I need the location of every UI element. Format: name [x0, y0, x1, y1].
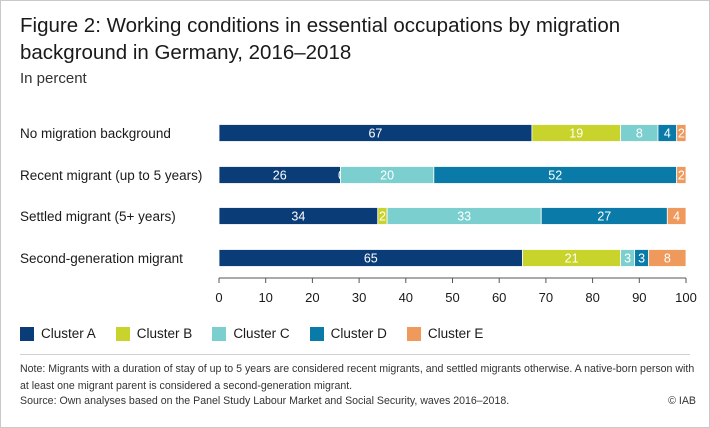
x-tick-label: 100	[675, 290, 697, 305]
data-label: 52	[548, 169, 562, 183]
data-label: 20	[380, 169, 394, 183]
legend-label: Cluster D	[330, 326, 387, 341]
category-label: Settled migrant (5+ years)	[20, 209, 176, 224]
data-label: 2	[678, 169, 685, 183]
x-tick-label: 30	[352, 290, 366, 305]
data-label: 4	[673, 210, 680, 224]
legend-label: Cluster C	[233, 326, 290, 341]
x-tick-label: 90	[632, 290, 646, 305]
data-label: 3	[638, 252, 645, 266]
x-tick-label: 40	[399, 290, 413, 305]
data-label: 21	[565, 252, 579, 266]
category-label: Recent migrant (up to 5 years)	[20, 168, 202, 183]
legend-label: Cluster A	[41, 326, 96, 341]
footer-divider	[20, 354, 690, 355]
bar-segment	[666, 207, 687, 225]
bar-segment	[676, 124, 687, 142]
chart-subtitle: In percent	[20, 70, 87, 87]
data-label: 27	[597, 210, 611, 224]
data-label: 19	[569, 127, 583, 141]
legend-item-cluster-d: Cluster D	[309, 326, 387, 341]
source-row: Source: Own analyses based on the Panel …	[20, 395, 696, 407]
data-label: 2	[678, 127, 685, 141]
data-label: 8	[664, 252, 671, 266]
data-label: 33	[457, 210, 471, 224]
legend-label: Cluster E	[427, 326, 484, 341]
data-label: 34	[291, 210, 305, 224]
copyright-text: © IAB	[668, 395, 696, 407]
legend-item-cluster-b: Cluster B	[115, 326, 193, 341]
data-label: 4	[664, 127, 671, 141]
legend-swatch	[406, 326, 421, 341]
legend-swatch	[212, 326, 227, 341]
x-tick-label: 80	[585, 290, 599, 305]
x-tick-label: 0	[215, 290, 222, 305]
legend-item-cluster-a: Cluster A	[20, 326, 96, 341]
x-tick-label: 70	[539, 290, 553, 305]
bar-segment	[648, 249, 687, 267]
data-label: 8	[636, 127, 643, 141]
chart-legend: Cluster A Cluster B Cluster C Cluster D …	[20, 326, 483, 341]
x-tick-label: 10	[258, 290, 272, 305]
data-label: 67	[368, 127, 382, 141]
x-tick-label: 60	[492, 290, 506, 305]
legend-swatch	[115, 326, 130, 341]
footnote: Note: Migrants with a duration of stay o…	[20, 363, 695, 392]
legend-item-cluster-e: Cluster E	[406, 326, 484, 341]
source-text: Source: Own analyses based on the Panel …	[20, 395, 510, 407]
legend-swatch	[20, 326, 34, 341]
data-label: 2	[379, 210, 386, 224]
legend-swatch	[309, 326, 324, 341]
legend-item-cluster-c: Cluster C	[212, 326, 290, 341]
legend-label: Cluster B	[136, 326, 193, 341]
x-tick-label: 50	[445, 290, 459, 305]
data-label: 65	[364, 252, 378, 266]
bar-segment	[676, 166, 687, 184]
data-label: 26	[273, 169, 287, 183]
chart-title: Figure 2: Working conditions in essentia…	[20, 14, 621, 64]
data-label: 3	[624, 252, 631, 266]
x-tick-label: 20	[305, 290, 319, 305]
category-label: No migration background	[20, 126, 171, 141]
category-label: Second-generation migrant	[20, 251, 183, 266]
